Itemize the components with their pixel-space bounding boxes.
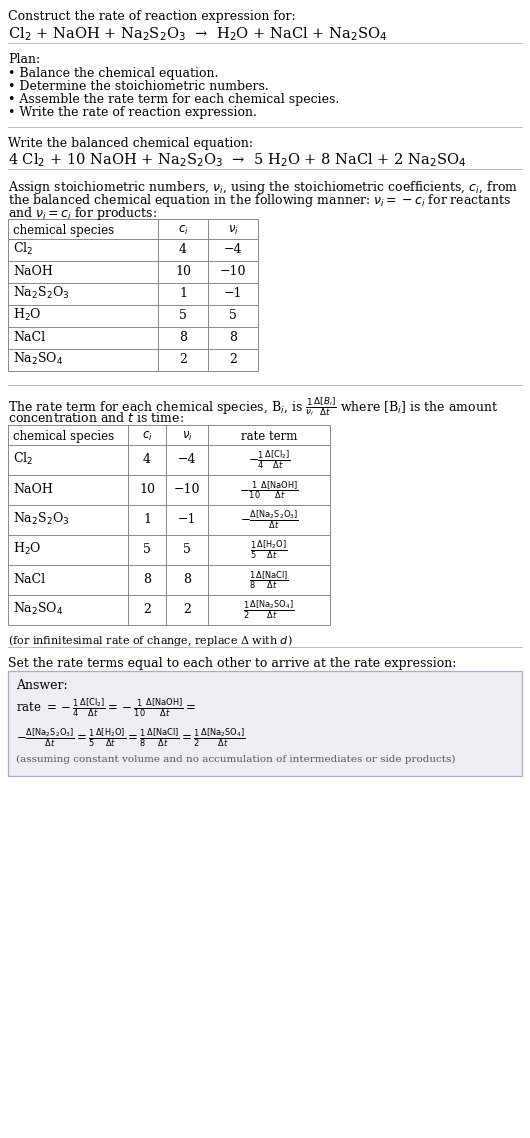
Text: Na$_2$S$_2$O$_3$: Na$_2$S$_2$O$_3$ bbox=[13, 284, 69, 302]
Text: H$_2$O: H$_2$O bbox=[13, 307, 41, 323]
Text: NaCl: NaCl bbox=[13, 572, 45, 585]
Text: rate term: rate term bbox=[241, 430, 297, 443]
Text: • Determine the stoichiometric numbers.: • Determine the stoichiometric numbers. bbox=[8, 80, 269, 93]
Text: $c_i$: $c_i$ bbox=[142, 430, 152, 443]
Text: 2: 2 bbox=[143, 602, 151, 616]
Text: NaOH: NaOH bbox=[13, 483, 53, 495]
Text: NaOH: NaOH bbox=[13, 264, 53, 278]
Text: Write the balanced chemical equation:: Write the balanced chemical equation: bbox=[8, 137, 253, 150]
Text: chemical species: chemical species bbox=[13, 224, 114, 237]
Text: $\nu_i$: $\nu_i$ bbox=[182, 430, 192, 443]
Text: $-\frac{\Delta[\mathrm{Na_2S_2O_3}]}{\Delta t}$: $-\frac{\Delta[\mathrm{Na_2S_2O_3}]}{\De… bbox=[240, 509, 298, 531]
Text: Na$_2$SO$_4$: Na$_2$SO$_4$ bbox=[13, 351, 64, 368]
Text: • Balance the chemical equation.: • Balance the chemical equation. bbox=[8, 67, 218, 80]
Bar bbox=[8, 218, 258, 371]
Text: Cl$_2$: Cl$_2$ bbox=[13, 451, 33, 467]
Text: rate $= -\frac{1}{4}\frac{\Delta[\mathrm{Cl_2}]}{\Delta t} = -\frac{1}{10}\frac{: rate $= -\frac{1}{4}\frac{\Delta[\mathrm… bbox=[16, 696, 196, 719]
Bar bbox=[8, 671, 522, 776]
Text: Cl$_2$: Cl$_2$ bbox=[13, 241, 33, 257]
Text: $c_i$: $c_i$ bbox=[178, 224, 188, 237]
Text: chemical species: chemical species bbox=[13, 430, 114, 443]
Text: 10: 10 bbox=[139, 483, 155, 495]
Text: 8: 8 bbox=[229, 330, 237, 344]
Text: Answer:: Answer: bbox=[16, 679, 68, 692]
Text: (for infinitesimal rate of change, replace Δ with $d$): (for infinitesimal rate of change, repla… bbox=[8, 633, 293, 648]
Text: 8: 8 bbox=[183, 572, 191, 585]
Text: concentration and $t$ is time:: concentration and $t$ is time: bbox=[8, 411, 184, 424]
Text: −1: −1 bbox=[224, 287, 242, 299]
Text: 2: 2 bbox=[183, 602, 191, 616]
Text: −10: −10 bbox=[174, 483, 200, 495]
Text: and $\nu_i = c_i$ for products:: and $\nu_i = c_i$ for products: bbox=[8, 205, 157, 222]
Text: $-\frac{\Delta[\mathrm{Na_2S_2O_3}]}{\Delta t} = \frac{1}{5}\frac{\Delta[\mathrm: $-\frac{\Delta[\mathrm{Na_2S_2O_3}]}{\De… bbox=[16, 727, 245, 750]
Text: −1: −1 bbox=[178, 512, 196, 526]
Text: 5: 5 bbox=[143, 543, 151, 555]
Text: NaCl: NaCl bbox=[13, 330, 45, 344]
Bar bbox=[8, 424, 330, 625]
Text: 5: 5 bbox=[183, 543, 191, 555]
Text: 2: 2 bbox=[179, 353, 187, 365]
Text: H$_2$O: H$_2$O bbox=[13, 541, 41, 556]
Text: Na$_2$S$_2$O$_3$: Na$_2$S$_2$O$_3$ bbox=[13, 511, 69, 527]
Text: 8: 8 bbox=[143, 572, 151, 585]
Text: −10: −10 bbox=[220, 264, 246, 278]
Text: 4: 4 bbox=[179, 242, 187, 256]
Text: Plan:: Plan: bbox=[8, 53, 40, 66]
Text: 4 Cl$_2$ + 10 NaOH + Na$_2$S$_2$O$_3$  →  5 H$_2$O + 8 NaCl + 2 Na$_2$SO$_4$: 4 Cl$_2$ + 10 NaOH + Na$_2$S$_2$O$_3$ → … bbox=[8, 151, 466, 168]
Text: 5: 5 bbox=[229, 308, 237, 322]
Text: Cl$_2$ + NaOH + Na$_2$S$_2$O$_3$  →  H$_2$O + NaCl + Na$_2$SO$_4$: Cl$_2$ + NaOH + Na$_2$S$_2$O$_3$ → H$_2$… bbox=[8, 25, 387, 43]
Text: Set the rate terms equal to each other to arrive at the rate expression:: Set the rate terms equal to each other t… bbox=[8, 657, 456, 670]
Text: 8: 8 bbox=[179, 330, 187, 344]
Text: $-\frac{1}{4}\frac{\Delta[\mathrm{Cl_2}]}{\Delta t}$: $-\frac{1}{4}\frac{\Delta[\mathrm{Cl_2}]… bbox=[248, 448, 290, 471]
Text: (assuming constant volume and no accumulation of intermediates or side products): (assuming constant volume and no accumul… bbox=[16, 754, 455, 764]
Text: • Assemble the rate term for each chemical species.: • Assemble the rate term for each chemic… bbox=[8, 93, 339, 106]
Text: 1: 1 bbox=[143, 512, 151, 526]
Text: 1: 1 bbox=[179, 287, 187, 299]
Text: $\frac{1}{8}\frac{\Delta[\mathrm{NaCl}]}{\Delta t}$: $\frac{1}{8}\frac{\Delta[\mathrm{NaCl}]}… bbox=[249, 569, 289, 591]
Text: The rate term for each chemical species, B$_i$, is $\frac{1}{\nu_i}\frac{\Delta[: The rate term for each chemical species,… bbox=[8, 395, 498, 418]
Text: Na$_2$SO$_4$: Na$_2$SO$_4$ bbox=[13, 601, 64, 617]
Text: −4: −4 bbox=[178, 453, 196, 465]
Text: $-\frac{1}{10}\frac{\Delta[\mathrm{NaOH}]}{\Delta t}$: $-\frac{1}{10}\frac{\Delta[\mathrm{NaOH}… bbox=[239, 479, 299, 501]
Text: • Write the rate of reaction expression.: • Write the rate of reaction expression. bbox=[8, 106, 257, 119]
Text: −4: −4 bbox=[224, 242, 242, 256]
Text: 10: 10 bbox=[175, 264, 191, 278]
Text: Assign stoichiometric numbers, $\nu_i$, using the stoichiometric coefficients, $: Assign stoichiometric numbers, $\nu_i$, … bbox=[8, 179, 518, 196]
Text: $\nu_i$: $\nu_i$ bbox=[227, 224, 238, 237]
Text: Construct the rate of reaction expression for:: Construct the rate of reaction expressio… bbox=[8, 10, 296, 23]
Text: 5: 5 bbox=[179, 308, 187, 322]
Text: 4: 4 bbox=[143, 453, 151, 465]
Text: $\frac{1}{5}\frac{\Delta[\mathrm{H_2O}]}{\Delta t}$: $\frac{1}{5}\frac{\Delta[\mathrm{H_2O}]}… bbox=[250, 538, 288, 561]
Text: the balanced chemical equation in the following manner: $\nu_i = -c_i$ for react: the balanced chemical equation in the fo… bbox=[8, 192, 511, 209]
Text: 2: 2 bbox=[229, 353, 237, 365]
Text: $\frac{1}{2}\frac{\Delta[\mathrm{Na_2SO_4}]}{\Delta t}$: $\frac{1}{2}\frac{\Delta[\mathrm{Na_2SO_… bbox=[243, 599, 295, 621]
